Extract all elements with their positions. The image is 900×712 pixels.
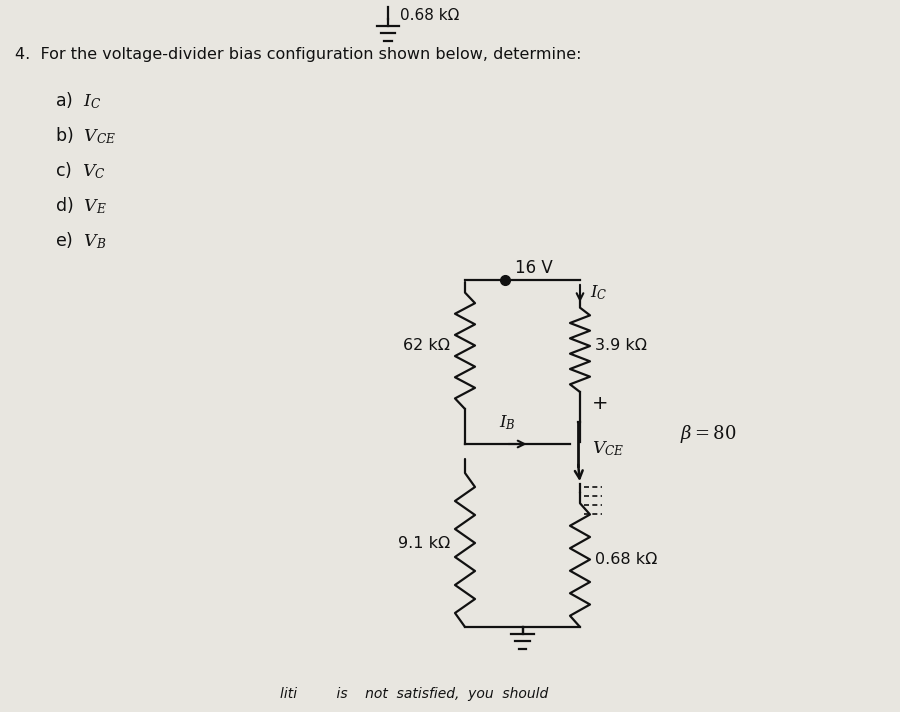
Text: 0.68 kΩ: 0.68 kΩ <box>595 552 657 567</box>
Text: 9.1 kΩ: 9.1 kΩ <box>398 535 450 550</box>
Text: 0.68 kΩ: 0.68 kΩ <box>400 8 459 23</box>
Text: a)  $I_C$: a) $I_C$ <box>55 90 102 110</box>
Text: $\beta = 80$: $\beta = 80$ <box>680 423 736 445</box>
Text: d)  $V_E$: d) $V_E$ <box>55 195 107 216</box>
Text: 4.  For the voltage-divider bias configuration shown below, determine:: 4. For the voltage-divider bias configur… <box>15 47 581 62</box>
Text: 62 kΩ: 62 kΩ <box>403 338 450 353</box>
Text: 3.9 kΩ: 3.9 kΩ <box>595 338 647 353</box>
Text: $I_B$: $I_B$ <box>500 413 516 432</box>
Text: c)  $V_C$: c) $V_C$ <box>55 160 106 181</box>
Text: b)  $V_{CE}$: b) $V_{CE}$ <box>55 125 116 146</box>
Text: +: + <box>592 394 608 413</box>
Text: 16 V: 16 V <box>515 259 553 277</box>
Text: $V_{CE}$: $V_{CE}$ <box>592 439 625 458</box>
Text: liti         is    not  satisfied,  you  should: liti is not satisfied, you should <box>280 687 548 701</box>
Text: e)  $V_B$: e) $V_B$ <box>55 230 106 251</box>
Text: $I_C$: $I_C$ <box>590 283 608 302</box>
